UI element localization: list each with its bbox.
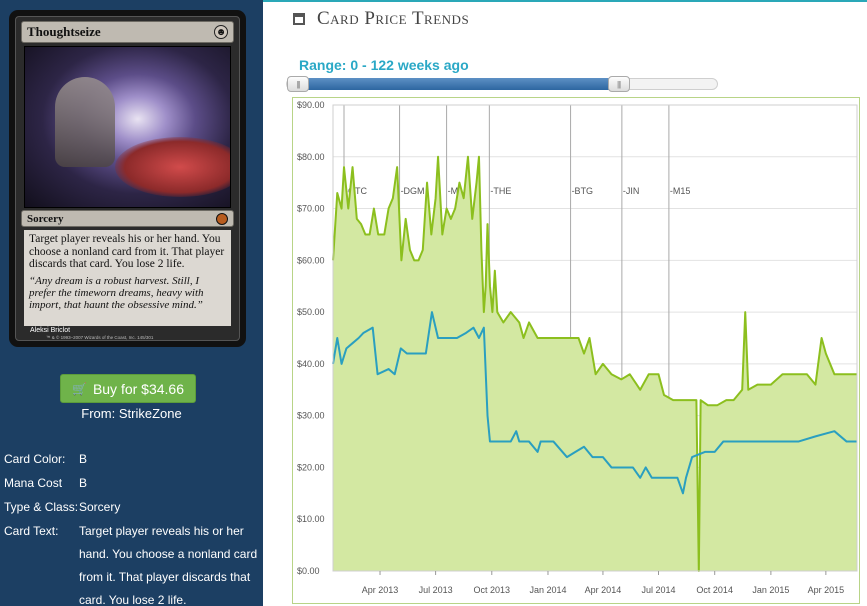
y-tick-label: $20.00 xyxy=(297,462,325,472)
mana-symbol-icon: ☻ xyxy=(214,25,228,39)
buy-button-label: Buy for $34.66 xyxy=(92,380,184,397)
info-label: Mana Cost xyxy=(4,476,63,490)
card-flavor-text: “Any dream is a robust harvest. Still, I… xyxy=(29,274,204,311)
x-tick-label: Jul 2014 xyxy=(641,585,675,595)
card-copyright: ™ & © 1993–2007 Wizards of the Coast, In… xyxy=(46,335,154,340)
info-value: B xyxy=(79,476,88,490)
card-name: Thoughtseize xyxy=(27,24,101,39)
set-marker-label: -GTC xyxy=(345,186,367,196)
card-type-line: Sorcery xyxy=(27,212,64,225)
y-tick-label: $50.00 xyxy=(297,307,325,317)
card-textbox: Target player reveals his or her hand. Y… xyxy=(24,230,231,326)
set-marker-label: -THE xyxy=(490,186,511,196)
card-type-bar: Sorcery xyxy=(21,210,234,227)
series-line-1 xyxy=(332,311,857,495)
y-tick-label: $10.00 xyxy=(297,514,325,524)
price-chart: $0.00 $10.00 $20.00 $30.00 $40.00 $50.00 $60.0… xyxy=(292,97,860,604)
card-sidebar: Thoughtseize ☻ Sorcery Target player rev… xyxy=(0,0,263,606)
info-label: Type & Class: xyxy=(4,500,79,514)
card-title-bar: Thoughtseize ☻ xyxy=(21,21,234,43)
card-art xyxy=(24,46,231,208)
header-accent-line xyxy=(263,0,867,2)
series-area-0 xyxy=(333,156,857,571)
range-label: Range: 0 - 122 weeks ago xyxy=(299,57,469,73)
cart-icon: 🛒 xyxy=(71,381,87,396)
x-tick-label: Jul 2013 xyxy=(419,585,453,595)
x-tick-label: Oct 2014 xyxy=(696,585,733,595)
x-tick-label: Jan 2014 xyxy=(529,585,566,595)
info-label: Card Text: xyxy=(4,524,59,538)
y-tick-label: $90.00 xyxy=(297,100,325,110)
info-value: Target player reveals his or her hand. Y… xyxy=(79,524,258,606)
series-line-0 xyxy=(332,155,857,572)
x-tick-label: Apr 2014 xyxy=(585,585,622,595)
set-marker-label: -BTG xyxy=(572,186,594,196)
buy-from-text: From: StrikeZone xyxy=(81,406,182,421)
y-tick-label: $70.00 xyxy=(297,204,325,214)
range-slider-handle-high[interactable]: ||| xyxy=(607,76,630,92)
panel-title: Card Price Trends xyxy=(293,8,469,30)
y-tick-label: $40.00 xyxy=(297,359,325,369)
set-marker-label: -JIN xyxy=(623,186,640,196)
y-tick-label: $30.00 xyxy=(297,411,325,421)
set-symbol-icon xyxy=(216,212,228,225)
info-value: Sorcery xyxy=(79,500,121,514)
card-frame: Thoughtseize ☻ Sorcery Target player rev… xyxy=(15,16,240,341)
card-image: Thoughtseize ☻ Sorcery Target player rev… xyxy=(9,10,246,347)
price-chart-svg: $0.00 $10.00 $20.00 $30.00 $40.00 $50.00 $60.0… xyxy=(297,100,858,595)
range-slider-handle-low[interactable]: ||| xyxy=(287,76,309,92)
plot-border xyxy=(332,104,858,572)
card-rules-text: Target player reveals his or her hand. Y… xyxy=(29,233,225,270)
art-swirl xyxy=(115,137,230,197)
buy-button[interactable]: 🛒 Buy for $34.66 xyxy=(60,374,196,403)
y-tick-label: $60.00 xyxy=(297,255,325,265)
y-tick-label: $0.00 xyxy=(297,566,320,576)
range-slider-fill xyxy=(298,78,619,90)
x-tick-label: Apr 2015 xyxy=(808,585,845,595)
art-figure xyxy=(55,77,115,167)
set-marker-label: -M15 xyxy=(670,186,691,196)
x-tick-label: Oct 2013 xyxy=(474,585,511,595)
info-value: B xyxy=(79,452,88,466)
panel-title-text: Card Price Trends xyxy=(317,8,470,29)
card-artist: Aleksi Briclot xyxy=(30,327,71,334)
x-tick-label: Jan 2015 xyxy=(752,585,789,595)
range-slider[interactable]: ||| ||| xyxy=(286,76,718,92)
set-marker-label: -DGM xyxy=(401,186,425,196)
calendar-icon xyxy=(293,13,305,25)
info-label: Card Color: xyxy=(4,452,66,466)
y-tick-label: $80.00 xyxy=(297,152,325,162)
x-tick-label: Apr 2013 xyxy=(362,585,399,595)
